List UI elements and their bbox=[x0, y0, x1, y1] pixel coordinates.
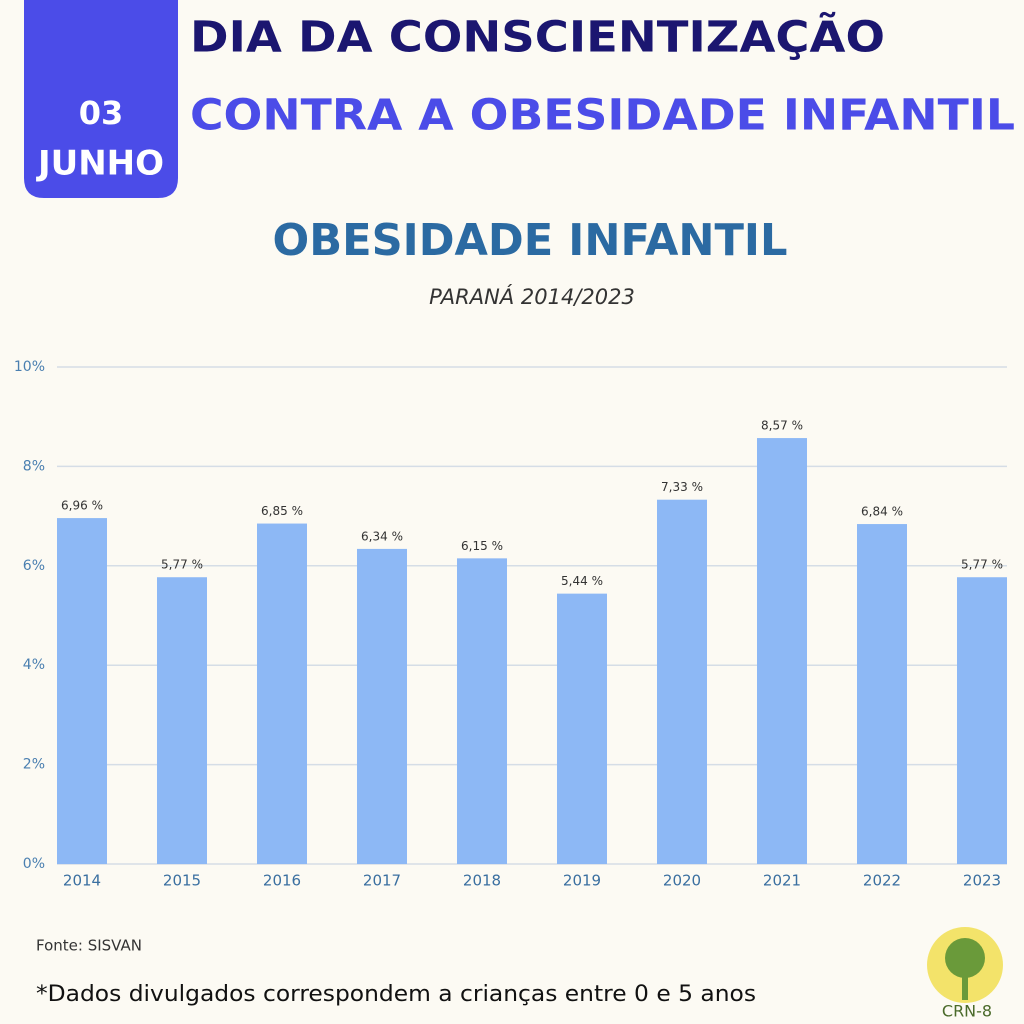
x-tick-label: 2020 bbox=[663, 872, 701, 890]
bar bbox=[957, 577, 1007, 864]
date-month: JUNHO bbox=[36, 144, 164, 184]
logo-trunk bbox=[962, 970, 968, 1000]
bar bbox=[557, 593, 607, 864]
value-label: 6,96 % bbox=[61, 499, 103, 513]
x-tick-label: 2015 bbox=[163, 872, 201, 890]
bar bbox=[357, 548, 407, 864]
y-tick-label: 6% bbox=[23, 558, 45, 574]
value-label: 6,34 % bbox=[361, 529, 403, 543]
chart: 0% 2% 4% 6% 8% 10% 2014 6,96 % 2015 5,77 % 2016 6,8… bbox=[14, 359, 1007, 890]
y-tick-label: 8% bbox=[23, 458, 45, 474]
value-label: 6,15 % bbox=[461, 539, 503, 553]
headline-1: DIA DA CONSCIENTIZAÇÃO bbox=[190, 12, 885, 63]
date-day: 03 bbox=[79, 94, 124, 132]
x-tick-label: 2017 bbox=[363, 872, 401, 890]
x-tick-label: 2016 bbox=[263, 872, 301, 890]
chart-subtitle: PARANÁ 2014/2023 bbox=[429, 284, 635, 309]
x-tick-label: 2021 bbox=[763, 872, 801, 890]
x-tick-label: 2022 bbox=[863, 872, 901, 890]
footnote: *Dados divulgados correspondem a criança… bbox=[36, 982, 756, 1007]
bar bbox=[657, 499, 707, 864]
bar bbox=[257, 523, 307, 864]
logo-tree bbox=[945, 938, 985, 978]
chart-title: OBESIDADE INFANTIL bbox=[273, 215, 788, 266]
bar bbox=[57, 518, 107, 864]
value-label: 7,33 % bbox=[661, 480, 703, 494]
x-tick-label: 2023 bbox=[963, 872, 1001, 890]
y-tick-label: 2% bbox=[23, 757, 45, 773]
value-label: 8,57 % bbox=[761, 419, 803, 433]
x-tick-label: 2014 bbox=[63, 872, 101, 890]
logo-label: CRN-8 bbox=[942, 1002, 992, 1021]
value-label: 5,44 % bbox=[561, 574, 603, 588]
value-label: 6,84 % bbox=[861, 505, 903, 519]
bar bbox=[757, 438, 807, 864]
x-tick-label: 2019 bbox=[563, 872, 601, 890]
date-box bbox=[24, 0, 178, 198]
x-tick-label: 2018 bbox=[463, 872, 501, 890]
source: Fonte: SISVAN bbox=[36, 937, 142, 955]
bar bbox=[457, 558, 507, 864]
y-tick-label: 10% bbox=[14, 359, 45, 375]
y-tick-label: 4% bbox=[23, 657, 45, 673]
y-tick-label: 0% bbox=[23, 856, 45, 872]
headline-2: CONTRA A OBESIDADE INFANTIL bbox=[190, 91, 1015, 141]
value-label: 5,77 % bbox=[961, 558, 1003, 572]
value-label: 5,77 % bbox=[161, 558, 203, 572]
bar bbox=[157, 577, 207, 864]
bar bbox=[857, 524, 907, 864]
value-label: 6,85 % bbox=[261, 504, 303, 518]
